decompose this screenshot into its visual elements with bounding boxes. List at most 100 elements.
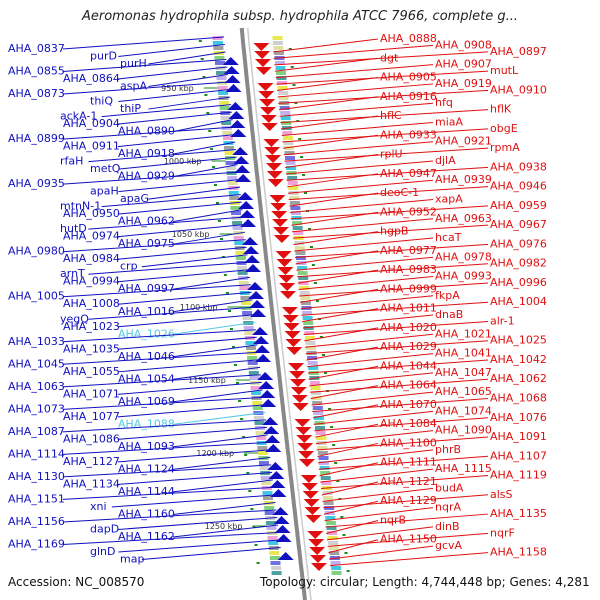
left-gene-label: AHA_0890 bbox=[118, 125, 175, 138]
left-feature-block bbox=[212, 36, 223, 40]
right-feature-block bbox=[315, 431, 326, 435]
left-gene-arrow bbox=[253, 336, 270, 344]
left-tick-mark bbox=[236, 382, 239, 384]
right-feature-block bbox=[317, 446, 328, 450]
right-gene-connector bbox=[308, 365, 379, 380]
left-feature-block bbox=[227, 181, 238, 185]
right-gene-label: AHA_0983 bbox=[380, 263, 437, 276]
right-gene-connector bbox=[281, 121, 434, 136]
right-gene-connector bbox=[328, 539, 379, 554]
right-gene-arrow bbox=[269, 195, 286, 203]
right-gene-arrow bbox=[264, 147, 281, 155]
right-feature-block bbox=[326, 526, 337, 530]
right-gene-label: obgE bbox=[490, 122, 518, 135]
left-gene-arrow bbox=[254, 345, 271, 353]
left-gene-connector bbox=[117, 449, 270, 463]
right-gene-arrow bbox=[270, 203, 287, 211]
left-feature-block bbox=[231, 211, 241, 215]
left-gene-arrow bbox=[258, 381, 275, 389]
right-gene-label: hcaT bbox=[435, 231, 462, 244]
left-tick-mark bbox=[223, 274, 227, 276]
right-gene-arrow bbox=[281, 307, 298, 315]
right-gene-label: AHA_0982 bbox=[490, 257, 547, 270]
left-gene-label: xni bbox=[90, 500, 107, 513]
left-feature-block bbox=[227, 176, 238, 180]
right-gene-connector bbox=[282, 128, 489, 143]
right-gene-label: AHA_0921 bbox=[435, 135, 492, 148]
right-tick-mark bbox=[304, 192, 307, 194]
right-feature-block bbox=[285, 156, 295, 160]
right-gene-connector bbox=[306, 346, 379, 361]
left-gene-connector bbox=[62, 36, 225, 50]
right-gene-connector bbox=[285, 154, 379, 169]
left-gene-label: AHA_0855 bbox=[8, 65, 65, 78]
right-gene-label: AHA_0908 bbox=[435, 38, 492, 51]
right-tick-mark bbox=[302, 174, 306, 176]
right-gene-connector bbox=[280, 109, 489, 124]
left-feature-block bbox=[238, 281, 249, 285]
left-gene-connector bbox=[117, 426, 267, 440]
left-gene-label: AHA_1016 bbox=[118, 305, 175, 318]
right-gene-label: AHA_1011 bbox=[380, 302, 437, 315]
right-gene-arrow bbox=[297, 443, 314, 451]
left-gene-label: AHA_1086 bbox=[63, 432, 120, 445]
left-feature-block bbox=[264, 506, 275, 510]
right-feature-block bbox=[299, 291, 310, 295]
left-feature-block bbox=[235, 256, 246, 260]
left-gene-arrow bbox=[248, 291, 265, 299]
left-gene-connector bbox=[172, 164, 238, 178]
right-gene-label: fkpA bbox=[435, 289, 460, 302]
left-gene-connector bbox=[117, 359, 260, 373]
left-tick-mark bbox=[250, 508, 254, 510]
right-gene-arrow bbox=[255, 67, 272, 75]
left-gene-connector bbox=[101, 194, 241, 208]
right-feature-block bbox=[331, 566, 342, 570]
left-feature-block bbox=[237, 266, 248, 270]
right-gene-label: gcvA bbox=[435, 539, 463, 552]
right-gene-arrow bbox=[300, 475, 317, 483]
right-gene-label: budA bbox=[435, 481, 464, 494]
right-gene-label: AHA_1064 bbox=[380, 379, 437, 392]
left-gene-label: AHA_0904 bbox=[63, 117, 120, 130]
right-gene-connector bbox=[279, 102, 434, 117]
right-gene-arrow bbox=[254, 51, 271, 59]
right-gene-label: hfq bbox=[435, 96, 453, 109]
right-feature-block bbox=[310, 386, 321, 390]
left-gene-arrow bbox=[225, 84, 242, 92]
right-gene-arrow bbox=[279, 283, 296, 291]
right-gene-connector bbox=[316, 436, 489, 451]
left-gene-connector bbox=[172, 141, 236, 155]
right-gene-arrow bbox=[301, 483, 318, 491]
right-feature-block bbox=[294, 241, 305, 245]
right-gene-connector bbox=[318, 449, 434, 464]
right-gene-connector bbox=[283, 141, 434, 156]
right-gene-connector bbox=[297, 269, 379, 284]
right-feature-block bbox=[277, 81, 287, 85]
left-tick-mark bbox=[206, 112, 210, 114]
left-gene-connector bbox=[117, 66, 228, 80]
left-feature-block bbox=[220, 116, 231, 120]
left-tick-mark bbox=[244, 454, 248, 456]
right-gene-label: AHA_1084 bbox=[380, 417, 437, 430]
left-gene-connector bbox=[62, 81, 229, 95]
left-gene-connector bbox=[101, 104, 232, 118]
right-gene-connector bbox=[321, 481, 379, 496]
right-gene-connector bbox=[290, 205, 489, 220]
left-gene-label: AHA_1069 bbox=[118, 395, 175, 408]
right-feature-block bbox=[328, 541, 339, 545]
right-gene-connector bbox=[327, 532, 489, 547]
left-gene-connector bbox=[148, 74, 229, 88]
right-feature-block bbox=[306, 346, 316, 350]
right-gene-label: AHA_1062 bbox=[490, 372, 547, 385]
right-gene-label: rplU bbox=[380, 148, 403, 161]
right-gene-arrow bbox=[296, 435, 313, 443]
right-gene-arrow bbox=[282, 315, 299, 323]
right-feature-block bbox=[280, 116, 291, 120]
left-gene-label: AHA_0918 bbox=[118, 147, 175, 160]
left-gene-connector bbox=[62, 509, 277, 523]
left-feature-block bbox=[239, 286, 250, 290]
left-feature-block bbox=[250, 386, 261, 390]
left-gene-label: AHA_1127 bbox=[63, 455, 120, 468]
left-tick-mark bbox=[225, 292, 229, 294]
left-gene-arrow bbox=[269, 480, 286, 488]
